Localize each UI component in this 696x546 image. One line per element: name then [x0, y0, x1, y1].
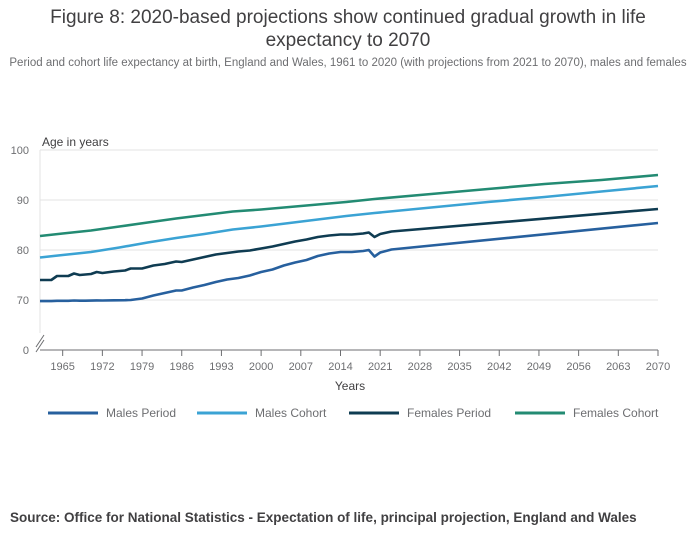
x-tick-label: 2007	[289, 361, 313, 373]
x-tick-label: 1979	[130, 361, 154, 373]
y-tick-label: 70	[17, 295, 29, 307]
y-tick-label: 90	[17, 195, 29, 207]
x-tick-label: 1965	[50, 361, 74, 373]
legend-label: Males Cohort	[255, 406, 327, 420]
legend-label: Females Period	[407, 406, 491, 420]
x-tick-label: 1986	[170, 361, 194, 373]
legend-label: Females Cohort	[573, 406, 659, 420]
y-tick-label: 80	[17, 245, 29, 257]
chart-title: Figure 8: 2020-based projections show co…	[50, 7, 646, 51]
chart-subtitle: Period and cohort life expectancy at bir…	[9, 57, 687, 69]
legend-label: Males Period	[106, 406, 176, 420]
x-tick-label: 2056	[566, 361, 590, 373]
y-axis-break	[35, 334, 45, 353]
x-tick-label: 2028	[408, 361, 432, 373]
x-tick-label: 1972	[90, 361, 114, 373]
x-tick-label: 2014	[328, 361, 352, 373]
line-chart: 0 70 80 90 100 Age in years 1965 1972 1979 1986…	[11, 135, 671, 420]
legend: Males Period Males Cohort Females Period Fe…	[48, 406, 659, 420]
x-tick-label: 2049	[527, 361, 551, 373]
y-tick-label: 0	[23, 345, 29, 357]
series-line	[39, 173, 659, 238]
x-axis: 1965 1972 1979 1986 1993 2000 2007 2014 2021 2028…	[40, 349, 670, 373]
series-line	[39, 184, 659, 259]
y-axis-label: Age in years	[42, 135, 109, 149]
x-tick-label: 2021	[368, 361, 392, 373]
x-tick-label: 1993	[209, 361, 233, 373]
series-line	[40, 221, 659, 303]
gridlines	[35, 149, 658, 353]
series-line	[40, 207, 659, 282]
x-tick-label: 2042	[487, 361, 511, 373]
x-axis-label: Years	[335, 379, 365, 393]
x-tick-label: 2000	[249, 361, 273, 373]
x-tick-label: 2070	[646, 361, 670, 373]
x-tick-label: 2035	[447, 361, 471, 373]
y-tick-label: 100	[11, 145, 29, 157]
series-lines	[39, 173, 659, 303]
y-axis-ticks: 0 70 80 90 100	[11, 145, 29, 357]
source-note: Source: Office for National Statistics -…	[10, 510, 637, 525]
x-tick-label: 2063	[606, 361, 630, 373]
